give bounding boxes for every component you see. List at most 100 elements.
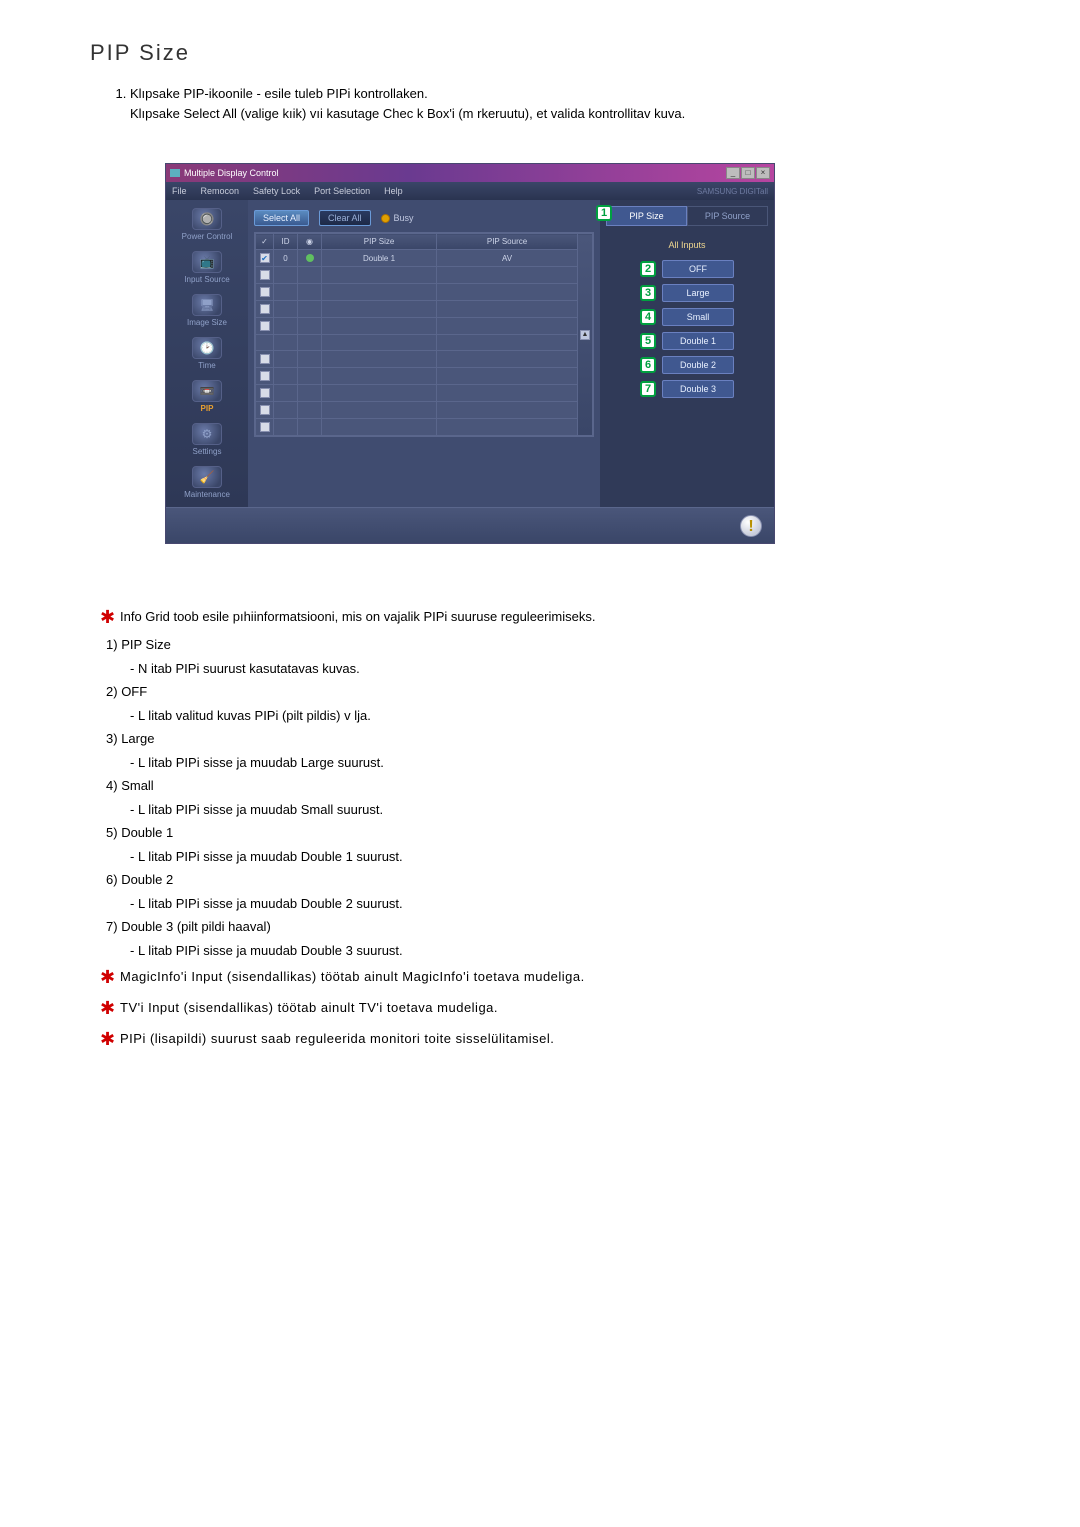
item-desc: - L litab PIPi sisse ja muudab Small suu… — [130, 800, 1020, 820]
item-title: Double 3 (pilt pildi haaval) — [121, 919, 271, 934]
item-desc: - L litab PIPi sisse ja muudab Double 3 … — [130, 941, 1020, 961]
item-title: Double 2 — [121, 872, 173, 887]
col-pip-source: PIP Source — [437, 234, 578, 250]
app-window: Multiple Display Control _ □ × File Remo… — [165, 163, 775, 544]
busy-dot-icon — [381, 214, 390, 223]
table-row[interactable] — [256, 419, 593, 436]
warning-icon: ! — [740, 515, 762, 537]
option-double1-button[interactable]: Double 1 — [662, 332, 734, 350]
input-source-icon: 📺 — [192, 251, 222, 273]
row-checkbox[interactable] — [260, 287, 270, 297]
menu-remocon[interactable]: Remocon — [201, 186, 240, 196]
item-num: 5) — [106, 825, 118, 840]
clear-all-button[interactable]: Clear All — [319, 210, 371, 226]
star-icon: ✱ — [100, 964, 120, 991]
option-off-button[interactable]: OFF — [662, 260, 734, 278]
sidebar-item-image-size[interactable]: 🖥 Image Size — [187, 294, 227, 327]
close-button[interactable]: × — [756, 167, 770, 179]
callout-7-icon: 7 — [640, 381, 656, 397]
center-panel: Select All Clear All Busy ✓ ID ◉ PIP Siz… — [248, 200, 600, 507]
sidebar-item-settings[interactable]: ⚙ Settings — [192, 423, 222, 456]
desc-star3: TV'i Input (sisendallikas) töötab ainult… — [120, 1000, 498, 1015]
row-checkbox[interactable] — [260, 388, 270, 398]
col-status: ◉ — [298, 234, 322, 250]
select-all-button[interactable]: Select All — [254, 210, 309, 226]
scrollbar[interactable]: ▲ — [578, 234, 593, 436]
cell-pip-source: AV — [437, 250, 578, 267]
item-title: Double 1 — [121, 825, 173, 840]
option-double2-button[interactable]: Double 2 — [662, 356, 734, 374]
desc-star4: PIPi (lisapildi) suurust saab reguleerid… — [120, 1031, 554, 1046]
menubar: File Remocon Safety Lock Port Selection … — [166, 182, 774, 200]
table-row[interactable] — [256, 351, 593, 368]
item-desc: - L litab PIPi sisse ja muudab Double 2 … — [130, 894, 1020, 914]
sidebar-item-time[interactable]: 🕑 Time — [192, 337, 222, 370]
callout-1-icon: 1 — [596, 205, 612, 221]
sidebar-label: PIP — [201, 404, 214, 413]
maintenance-icon: 🧹 — [192, 466, 222, 488]
intro-text: Klıpsake Select All (valige kıik) vıi ka… — [130, 106, 685, 121]
maximize-button[interactable]: □ — [741, 167, 755, 179]
tab-pip-source[interactable]: PIP Source — [687, 206, 768, 226]
minimize-button[interactable]: _ — [726, 167, 740, 179]
row-checkbox[interactable] — [260, 321, 270, 331]
item-num: 4) — [106, 778, 118, 793]
table-row[interactable] — [256, 402, 593, 419]
menu-safety-lock[interactable]: Safety Lock — [253, 186, 300, 196]
callout-3-icon: 3 — [640, 285, 656, 301]
table-row[interactable] — [256, 385, 593, 402]
sidebar-label: Power Control — [182, 232, 233, 241]
grid-header-row: ✓ ID ◉ PIP Size PIP Source ▲ — [256, 234, 593, 250]
col-pip-size: PIP Size — [322, 234, 437, 250]
table-row[interactable] — [256, 368, 593, 385]
row-checkbox[interactable] — [260, 354, 270, 364]
option-small-button[interactable]: Small — [662, 308, 734, 326]
sidebar-item-pip[interactable]: 📼 PIP — [192, 380, 222, 413]
row-checkbox[interactable]: ✔ — [260, 253, 270, 263]
row-checkbox[interactable] — [260, 304, 270, 314]
item-title: OFF — [121, 684, 147, 699]
cell-pip-size: Double 1 — [322, 250, 437, 267]
item-num: 6) — [106, 872, 118, 887]
table-row[interactable] — [256, 318, 593, 335]
sidebar-item-maintenance[interactable]: 🧹 Maintenance — [184, 466, 230, 499]
menu-file[interactable]: File — [172, 186, 187, 196]
menu-help[interactable]: Help — [384, 186, 403, 196]
tab-pip-size[interactable]: PIP Size — [606, 206, 687, 226]
table-row[interactable] — [256, 267, 593, 284]
row-checkbox[interactable] — [256, 335, 274, 351]
row-checkbox[interactable] — [260, 270, 270, 280]
item-desc: - N itab PIPi suurust kasutatavas kuvas. — [130, 659, 1020, 679]
busy-indicator: Busy — [381, 213, 414, 223]
callout-5-icon: 5 — [640, 333, 656, 349]
brand-label: SAMSUNG DIGITall — [697, 187, 774, 196]
table-row[interactable] — [256, 301, 593, 318]
sidebar-item-input-source[interactable]: 📺 Input Source — [184, 251, 229, 284]
scroll-up-icon[interactable]: ▲ — [580, 330, 590, 340]
row-checkbox[interactable] — [260, 405, 270, 415]
sidebar-label: Settings — [193, 447, 222, 456]
row-checkbox[interactable] — [260, 371, 270, 381]
star-icon: ✱ — [100, 995, 120, 1022]
item-title: Large — [121, 731, 154, 746]
intro-text: Klıpsake PIP-ikoonile - esile tuleb PIPi… — [130, 86, 428, 101]
table-row[interactable] — [256, 284, 593, 301]
callout-4-icon: 4 — [640, 309, 656, 325]
sidebar-label: Time — [198, 361, 215, 370]
table-row[interactable] — [256, 335, 593, 351]
sidebar-label: Input Source — [184, 275, 229, 284]
desc-star2: MagicInfo'i Input (sisendallikas) töötab… — [120, 969, 585, 984]
sidebar-label: Maintenance — [184, 490, 230, 499]
intro-line: Klıpsake PIP-ikoonile - esile tuleb PIPi… — [130, 84, 1020, 123]
col-check: ✓ — [256, 234, 274, 250]
menu-port-selection[interactable]: Port Selection — [314, 186, 370, 196]
option-large-button[interactable]: Large — [662, 284, 734, 302]
item-num: 1) — [106, 637, 118, 652]
all-inputs-label: All Inputs — [606, 240, 768, 250]
option-double3-button[interactable]: Double 3 — [662, 380, 734, 398]
description-block: ✱Info Grid toob esile pıhiinformatsiooni… — [100, 604, 1020, 1053]
table-row[interactable]: ✔ 0 Double 1 AV — [256, 250, 593, 267]
app-icon — [170, 169, 180, 177]
row-checkbox[interactable] — [260, 422, 270, 432]
sidebar-item-power-control[interactable]: 🔘 Power Control — [182, 208, 233, 241]
